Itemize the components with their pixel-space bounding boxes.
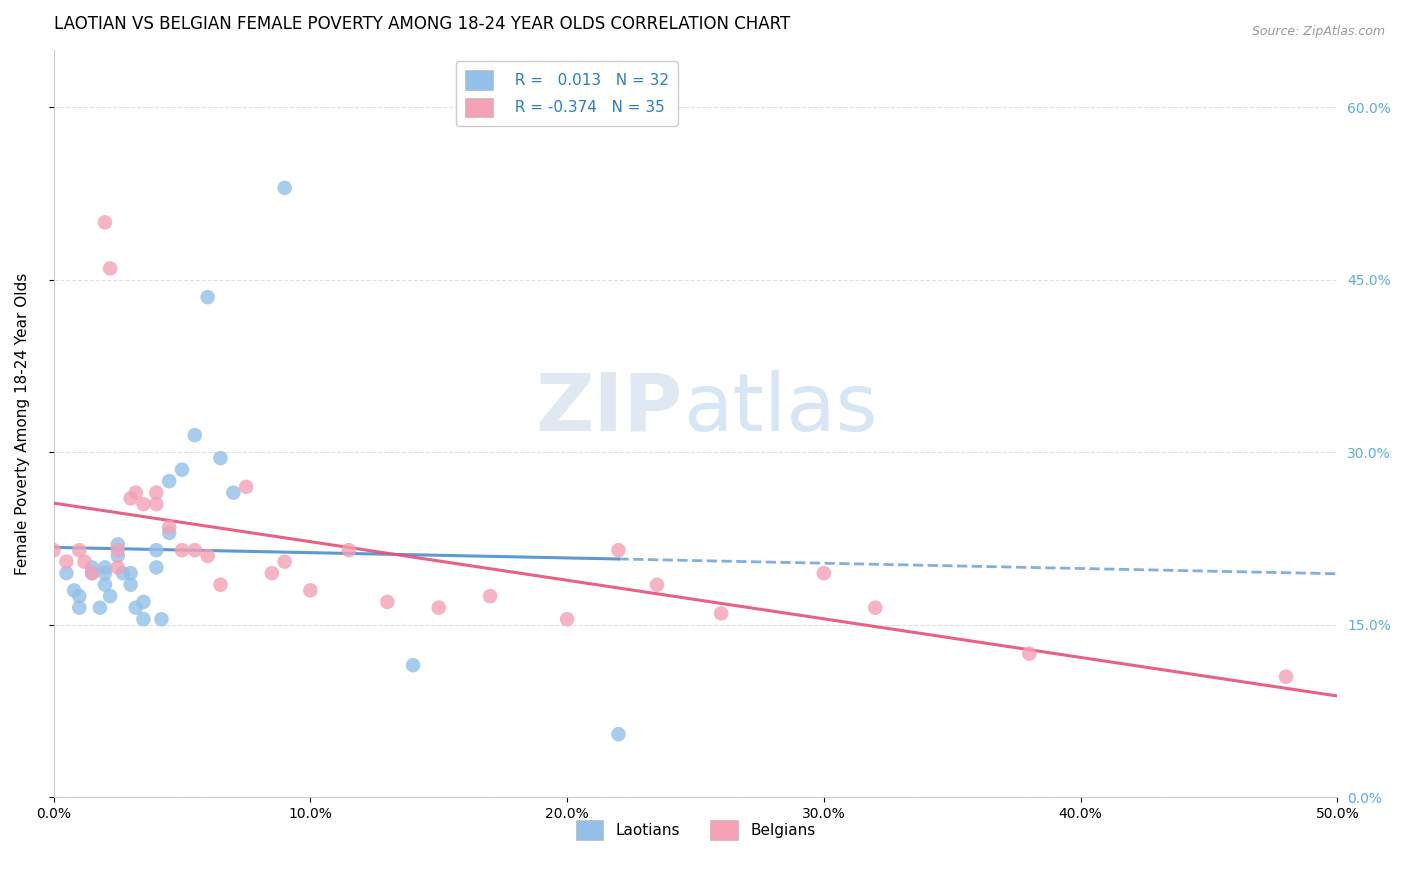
Point	[607, 727, 630, 741]
Point	[184, 543, 207, 558]
Point	[197, 290, 219, 304]
Point	[145, 543, 167, 558]
Point	[197, 549, 219, 563]
Point	[132, 595, 155, 609]
Point	[209, 577, 232, 591]
Point	[645, 577, 668, 591]
Point	[55, 555, 77, 569]
Point	[273, 555, 295, 569]
Point	[865, 600, 887, 615]
Point	[813, 566, 835, 581]
Point	[157, 525, 180, 540]
Text: Source: ZipAtlas.com: Source: ZipAtlas.com	[1251, 25, 1385, 38]
Point	[273, 181, 295, 195]
Point	[42, 543, 65, 558]
Point	[120, 577, 142, 591]
Point	[710, 607, 733, 621]
Point	[145, 485, 167, 500]
Y-axis label: Female Poverty Among 18-24 Year Olds: Female Poverty Among 18-24 Year Olds	[15, 273, 30, 574]
Point	[150, 612, 173, 626]
Point	[63, 583, 86, 598]
Point	[170, 463, 193, 477]
Point	[184, 428, 207, 442]
Point	[94, 566, 117, 581]
Point	[55, 566, 77, 581]
Point	[94, 560, 117, 574]
Text: ZIP: ZIP	[536, 369, 683, 448]
Point	[377, 595, 399, 609]
Point	[132, 497, 155, 511]
Point	[82, 560, 104, 574]
Text: atlas: atlas	[683, 369, 877, 448]
Point	[94, 215, 117, 229]
Text: LAOTIAN VS BELGIAN FEMALE POVERTY AMONG 18-24 YEAR OLDS CORRELATION CHART: LAOTIAN VS BELGIAN FEMALE POVERTY AMONG …	[53, 15, 790, 33]
Point	[157, 520, 180, 534]
Point	[157, 474, 180, 488]
Point	[235, 480, 257, 494]
Point	[120, 566, 142, 581]
Point	[98, 261, 121, 276]
Point	[170, 543, 193, 558]
Point	[82, 566, 104, 581]
Point	[94, 577, 117, 591]
Point	[107, 537, 129, 551]
Point	[67, 589, 90, 603]
Point	[67, 543, 90, 558]
Point	[82, 566, 104, 581]
Point	[89, 600, 111, 615]
Point	[222, 485, 245, 500]
Point	[209, 451, 232, 466]
Point	[337, 543, 360, 558]
Point	[120, 491, 142, 506]
Point	[1275, 670, 1298, 684]
Point	[111, 566, 134, 581]
Point	[427, 600, 450, 615]
Point	[145, 497, 167, 511]
Point	[107, 560, 129, 574]
Point	[73, 555, 96, 569]
Point	[125, 485, 148, 500]
Point	[107, 543, 129, 558]
Point	[607, 543, 630, 558]
Legend: Laotians, Belgians: Laotians, Belgians	[569, 814, 821, 846]
Point	[402, 658, 425, 673]
Point	[67, 600, 90, 615]
Point	[555, 612, 578, 626]
Point	[1018, 647, 1040, 661]
Point	[98, 589, 121, 603]
Point	[107, 549, 129, 563]
Point	[125, 600, 148, 615]
Point	[132, 612, 155, 626]
Point	[479, 589, 502, 603]
Point	[299, 583, 322, 598]
Point	[145, 560, 167, 574]
Point	[260, 566, 283, 581]
